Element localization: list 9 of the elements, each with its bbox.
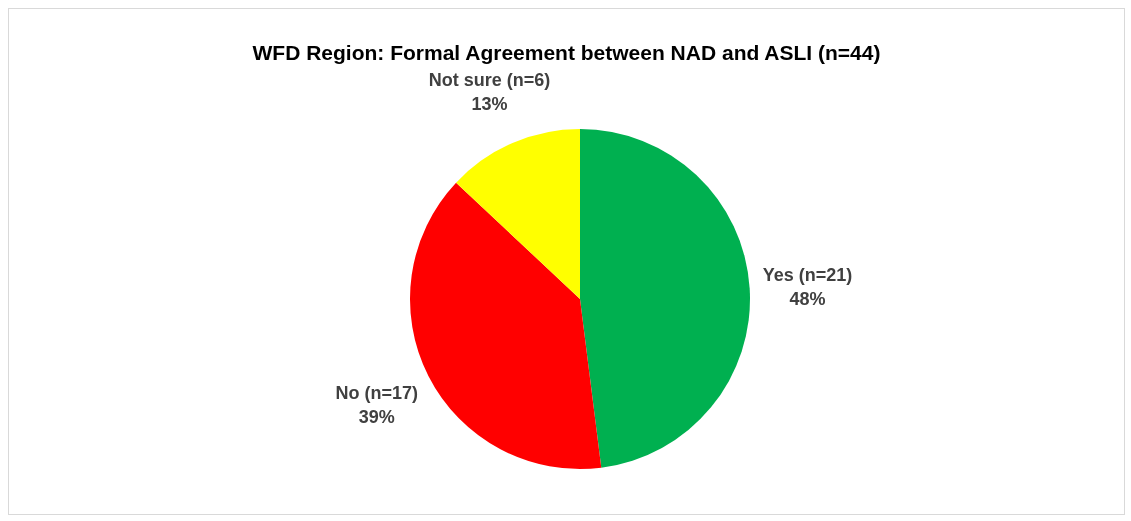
data-label: 48% [789, 288, 826, 309]
slice-label: Not sure (n=6) [428, 69, 551, 90]
data-label: 39% [358, 406, 395, 427]
data-label: 13% [471, 93, 508, 114]
slice-label: Yes (n=21) [762, 264, 853, 285]
slice-label: No (n=17) [335, 382, 419, 403]
chart-title: WFD Region: Formal Agreement between NAD and ASLI (n=44) [251, 41, 882, 65]
pie-slice [580, 129, 750, 468]
pie-slice [456, 129, 580, 299]
